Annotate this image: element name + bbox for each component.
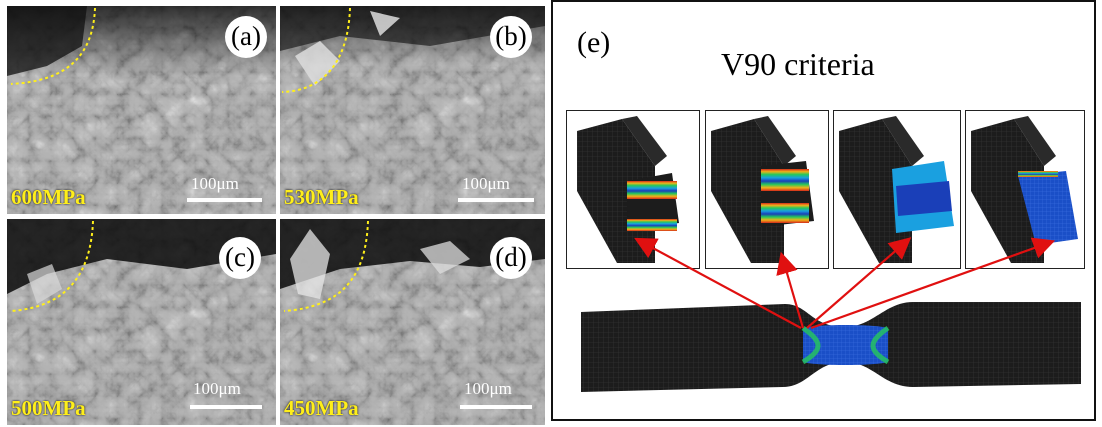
- arrow-1: [634, 237, 802, 329]
- scale-bar-c: [190, 405, 262, 409]
- sem-panel-d: (d) 100μm 450MPa: [280, 219, 545, 425]
- specimen-model: [581, 237, 1081, 392]
- damage-model-2: [711, 116, 814, 263]
- scale-bar-d: [460, 405, 532, 409]
- damage-inset-4: [965, 110, 1085, 269]
- panel-letter-d: (d): [490, 237, 532, 279]
- stress-label-d: 450MPa: [284, 396, 359, 420]
- panel-title-e: V90 criteria: [721, 46, 875, 82]
- sem-panel-b: (b) 100μm 530MPa: [280, 6, 545, 214]
- damage-model-3: [839, 116, 954, 263]
- crack-boundary-a: [10, 7, 96, 85]
- fe-model-panel: (e) V90 criteria: [551, 0, 1096, 421]
- panel-letter-a: (a): [225, 16, 267, 58]
- damage-inset-2: [705, 110, 829, 269]
- arrow-2: [776, 251, 805, 329]
- gauge-section: [803, 325, 888, 365]
- arrow-4: [810, 237, 1056, 330]
- fractograph-b: [280, 6, 545, 214]
- scale-label-b: 100μm: [462, 174, 510, 193]
- crack-boundary-b: [281, 7, 351, 93]
- damage-model-4: [971, 116, 1078, 263]
- crack-boundary-c: [10, 220, 94, 312]
- scale-label-a: 100μm: [191, 174, 239, 193]
- sem-panel-a: (a) 100μm 600MPa: [7, 6, 276, 214]
- scale-label-d: 100μm: [464, 379, 512, 398]
- scale-bar-b: [458, 198, 534, 202]
- crack-boundary-d: [283, 220, 369, 312]
- scale-label-c: 100μm: [193, 379, 241, 398]
- stress-label-a: 600MPa: [11, 185, 86, 209]
- panel-letter-e: (e): [577, 26, 611, 59]
- damage-model-1: [577, 116, 679, 263]
- stress-label-b: 530MPa: [284, 185, 359, 209]
- scale-bar-a: [187, 198, 262, 202]
- sem-panel-c: (c) 100μm 500MPa: [7, 219, 276, 425]
- damage-inset-1: [566, 110, 700, 269]
- arrow-3: [806, 237, 912, 329]
- stress-label-c: 500MPa: [11, 396, 86, 420]
- panel-letter-c: (c): [219, 237, 261, 279]
- panel-letter-b: (b): [490, 16, 532, 58]
